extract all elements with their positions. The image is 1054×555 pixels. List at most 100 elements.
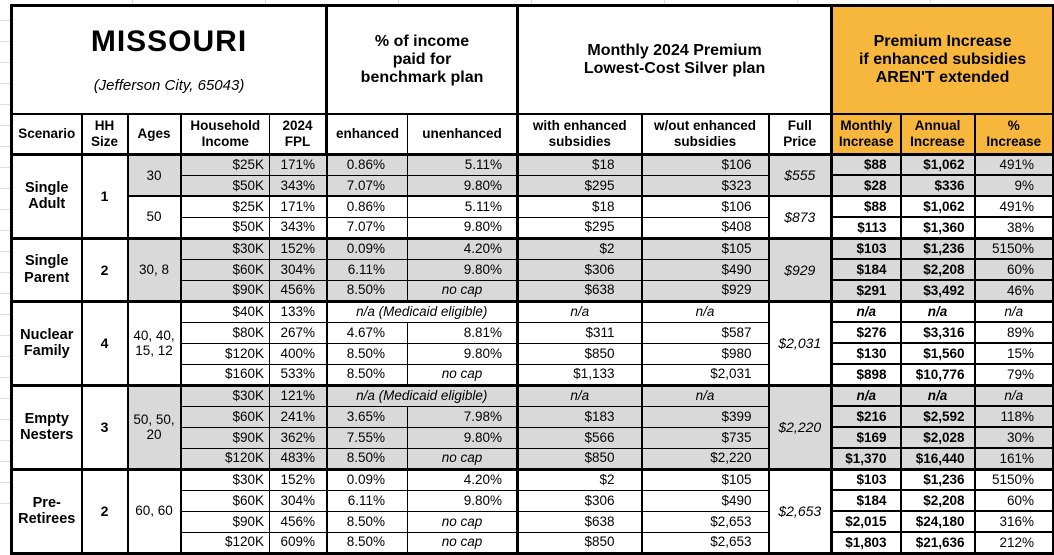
col-header-annual-increase: Annual Increase [899, 113, 976, 156]
cell-fpl: 483% [268, 447, 328, 470]
table-row: $60K 304% 6.11% 9.80% $306 $490 $184 $2,208 60% [12, 489, 1054, 513]
cell-annual-increase: $1,062 [899, 195, 976, 219]
cell-monthly-increase: $1,370 [830, 447, 902, 471]
cell-unenhanced-pct: 4.20% [407, 236, 519, 260]
col-header-with-subsidies: with enhanced subsidies [516, 113, 643, 156]
cell-fpl: 152% [268, 467, 328, 491]
cell-wout-subsidies: $2,653 [640, 531, 770, 554]
col-header-unenhanced: unenhanced [407, 113, 519, 156]
cell-wout-subsidies: $399 [640, 405, 770, 428]
section-header-premium: Monthly 2024 Premium Lowest-Cost Silver … [516, 5, 834, 116]
cell-pct-increase: 161% [973, 447, 1054, 471]
cell-fpl: 456% [268, 510, 328, 533]
cell-hh-size: 1 [80, 153, 128, 239]
cell-wout-subsidies: $490 [640, 258, 770, 281]
cell-ages: 30, 8 [126, 236, 181, 302]
cell-annual-increase: $2,028 [899, 426, 976, 450]
table-row: Pre- Retirees 2 60, 60 $30K 152% 0.09% 4.20% $2… [11, 467, 1054, 554]
cell-enhanced-pct: 8.50% [325, 531, 409, 554]
cell-wout-subsidies: n/a [640, 383, 770, 407]
cell-annual-increase: $21,636 [899, 531, 976, 555]
cell-household-income: $60K [179, 258, 270, 281]
cell-monthly-increase: $184 [830, 258, 902, 282]
cell-enhanced-pct: 8.50% [325, 363, 409, 386]
cell-wout-subsidies: $735 [640, 426, 770, 449]
cell-monthly-increase: $216 [830, 405, 902, 429]
cell-with-subsidies: $638 [516, 279, 643, 302]
cell-fpl: 362% [268, 426, 328, 449]
cell-annual-increase: $1,560 [899, 342, 976, 366]
cell-monthly-increase: $184 [830, 489, 902, 513]
cell-full-price: $2,220 [767, 383, 833, 470]
cell-annual-increase: $2,592 [899, 405, 976, 429]
cell-annual-increase: $1,236 [899, 467, 976, 492]
cell-household-income: $25K [179, 153, 270, 176]
cell-with-subsidies: $311 [516, 321, 643, 344]
cell-fpl: 304% [268, 489, 328, 512]
cell-annual-increase: $336 [899, 174, 976, 198]
col-header-fpl: 2024 FPL [268, 113, 328, 156]
cell-wout-subsidies: $2,031 [640, 363, 770, 386]
cell-wout-subsidies: $323 [640, 174, 770, 197]
cell-annual-increase: n/a [899, 299, 976, 324]
cell-unenhanced-pct: no cap [407, 531, 519, 554]
cell-ages: 40, 40, 15, 12 [126, 299, 181, 386]
cell-pct-increase: 9% [973, 174, 1054, 198]
cell-annual-increase: $3,316 [899, 321, 976, 345]
cell-pct-increase: 79% [973, 363, 1054, 387]
cell-enhanced-pct: 0.86% [325, 195, 409, 218]
cell-household-income: $40K [179, 299, 270, 323]
cell-with-subsidies: $306 [516, 489, 643, 512]
cell-with-subsidies: $295 [516, 216, 643, 239]
cell-annual-increase: $16,440 [899, 447, 976, 471]
cell-with-subsidies: $638 [516, 510, 643, 533]
table-row: $50K 343% 7.07% 9.80% $295 $323 $28 $336 9% [12, 174, 1054, 198]
cell-unenhanced-pct: 9.80% [407, 426, 519, 449]
table-row: $60K 241% 3.65% 7.98% $183 $399 $216 $2,592 118% [12, 405, 1054, 429]
cell-enhanced-pct: 8.50% [325, 279, 409, 302]
cell-medicaid-note: n/a (Medicaid eligible) [325, 299, 519, 323]
cell-pct-increase: 5150% [973, 467, 1054, 492]
cell-fpl: 609% [268, 531, 328, 554]
cell-fpl: 533% [268, 363, 328, 386]
cell-pct-increase: 5150% [973, 236, 1054, 261]
col-header-hh-size: HH Size [80, 113, 128, 156]
cell-wout-subsidies: $587 [640, 321, 770, 344]
cell-annual-increase: $1,360 [899, 216, 976, 240]
cell-fpl: 267% [268, 321, 328, 344]
cell-wout-subsidies: $2,220 [640, 447, 770, 470]
cell-wout-subsidies: $408 [640, 216, 770, 239]
cell-household-income: $160K [179, 363, 270, 386]
cell-household-income: $90K [179, 510, 270, 533]
cell-unenhanced-pct: 9.80% [407, 174, 519, 197]
cell-pct-increase: 60% [973, 258, 1054, 282]
cell-full-price: $929 [767, 236, 833, 302]
cell-household-income: $50K [179, 174, 270, 197]
cell-fpl: 121% [268, 383, 328, 407]
cell-fpl: 171% [268, 153, 328, 176]
cell-monthly-increase: $169 [830, 426, 902, 450]
table-row: $60K 304% 6.11% 9.80% $306 $490 $184 $2,208 60% [12, 258, 1054, 282]
cell-annual-increase: n/a [899, 383, 976, 408]
cell-full-price: $2,653 [767, 467, 833, 554]
cell-pct-increase: 60% [973, 489, 1054, 513]
col-header-monthly-increase: Monthly Increase [830, 113, 902, 156]
cell-fpl: 304% [268, 258, 328, 281]
cell-enhanced-pct: 6.11% [325, 258, 409, 281]
cell-pct-increase: n/a [973, 383, 1054, 408]
cell-wout-subsidies: $490 [640, 489, 770, 512]
cell-fpl: 343% [268, 216, 328, 239]
cell-with-subsidies: $566 [516, 426, 643, 449]
cell-unenhanced-pct: no cap [407, 510, 519, 533]
cell-monthly-increase: $130 [830, 342, 902, 366]
cell-enhanced-pct: 7.07% [325, 174, 409, 197]
cell-hh-size: 4 [80, 299, 128, 386]
cell-unenhanced-pct: 8.81% [407, 321, 519, 344]
cell-with-subsidies: n/a [516, 383, 643, 407]
cell-unenhanced-pct: 9.80% [407, 258, 519, 281]
cell-with-subsidies: $850 [516, 447, 643, 470]
table-title-block: MISSOURI (Jefferson City, 65043) [10, 5, 329, 116]
table-row: Empty Nesters 3 50, 50, 20 $30K 121% n/a (Med… [11, 383, 1054, 470]
cell-pct-increase: 15% [973, 342, 1054, 366]
cell-scenario: Nuclear Family [11, 299, 82, 386]
